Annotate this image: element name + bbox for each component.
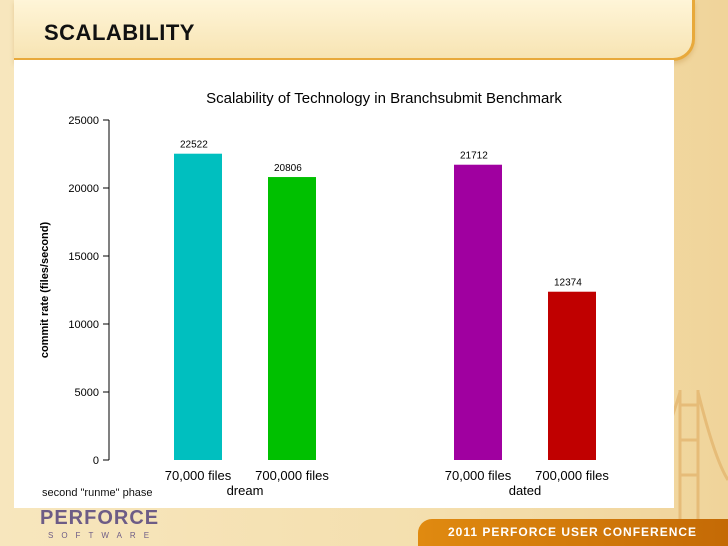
chart-title: Scalability of Technology in Branchsubmi… [206,90,562,107]
group-label: dream [227,483,264,498]
x-tick-label: 70,000 files [165,468,232,483]
phase-label: second "runme" phase [42,487,153,499]
y-tick-label: 10000 [68,319,99,331]
y-tick-label: 5000 [75,387,99,399]
title-bar [14,0,695,61]
x-tick-label: 700,000 files [255,468,329,483]
bar-chart: Scalability of Technology in Branchsubmi… [39,90,609,498]
bar [454,164,502,460]
x-tick-label: 700,000 files [535,468,609,483]
perforce-logo: PERFORCE SOFTWARE [40,507,180,543]
logo-wordmark: PERFORCE [40,507,160,529]
y-tick-label: 0 [93,455,99,467]
bar-value-label: 20806 [274,163,302,174]
bar-value-label: 12374 [554,278,582,289]
y-axis-label: commit rate (files/second) [39,222,51,359]
y-tick-label: 20000 [68,183,99,195]
y-tick-label: 25000 [68,115,99,127]
conference-label: 2011 PERFORCE USER CONFERENCE [448,525,698,539]
y-tick-label: 15000 [68,251,99,263]
conference-banner [418,519,728,546]
chart-panel: Scalability of Technology in Branchsubmi… [14,60,674,508]
bar [268,177,316,460]
bar [548,291,596,460]
group-label: dated [509,483,542,498]
slide-title: SCALABILITY [44,20,195,45]
bar [174,153,222,460]
bar-value-label: 22522 [180,140,208,151]
logo-subtitle: SOFTWARE [48,531,158,540]
x-tick-label: 70,000 files [445,468,512,483]
bar-value-label: 21712 [460,151,488,162]
